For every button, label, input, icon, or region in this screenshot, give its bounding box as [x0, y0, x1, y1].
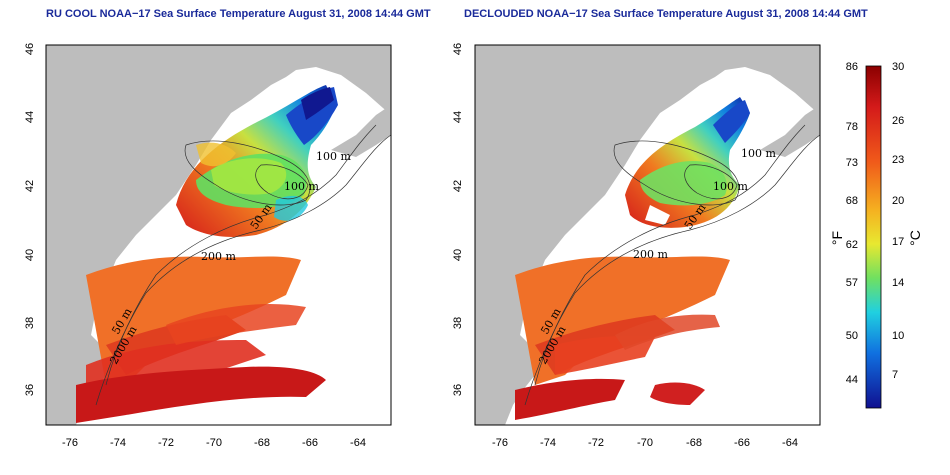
y-tick: 36 [452, 384, 464, 396]
c-tick: 10 [892, 330, 904, 342]
left-x-axis: -76 -74 -72 -70 -68 -66 -64 [62, 437, 366, 449]
c-tick: 7 [892, 369, 898, 381]
x-tick: -70 [206, 437, 222, 449]
left-map-title: RU COOL NOAA−17 Sea Surface Temperature … [46, 8, 431, 20]
contour-label-200m: 200 m [633, 248, 668, 261]
x-tick: -72 [588, 437, 604, 449]
y-tick: 42 [452, 180, 464, 192]
x-tick: -64 [350, 437, 366, 449]
celsius-label: °C [907, 230, 923, 246]
x-tick: -70 [637, 437, 653, 449]
x-tick: -72 [158, 437, 174, 449]
x-tick: -74 [110, 437, 126, 449]
x-tick: -66 [734, 437, 750, 449]
c-tick: 26 [892, 115, 904, 127]
c-tick: 23 [892, 154, 904, 166]
y-tick: 38 [452, 317, 464, 329]
colorbar-gradient [865, 65, 882, 409]
y-tick: 40 [452, 249, 464, 261]
contour-label-100m-a: 100 m [316, 150, 351, 163]
contour-label-100m-b: 100 m [284, 180, 319, 193]
c-tick: 30 [892, 61, 904, 73]
y-tick: 38 [24, 317, 36, 329]
c-tick: 14 [892, 277, 904, 289]
x-tick: -76 [62, 437, 78, 449]
y-tick: 46 [452, 43, 464, 55]
f-tick: 73 [846, 157, 858, 169]
c-tick: 20 [892, 195, 904, 207]
f-tick: 86 [846, 61, 858, 73]
f-tick: 68 [846, 195, 858, 207]
right-map-title: DECLOUDED NOAA−17 Sea Surface Temperatur… [464, 8, 868, 20]
contour-label-100m-b: 100 m [713, 180, 748, 193]
y-tick: 42 [24, 180, 36, 192]
colorbar: 86 78 73 68 62 57 50 44 30 26 23 20 17 1… [829, 61, 923, 409]
y-tick: 40 [24, 249, 36, 261]
contour-label-200m: 200 m [201, 250, 236, 263]
x-tick: -64 [782, 437, 798, 449]
fahrenheit-label: °F [829, 231, 845, 245]
right-y-axis: 36 38 40 42 44 46 [452, 43, 464, 396]
y-tick: 44 [24, 111, 36, 123]
right-x-axis: -76 -74 -72 -70 -68 -66 -64 [492, 437, 798, 449]
contour-label-100m-a: 100 m [741, 147, 776, 160]
right-map: 100 m 100 m 50 m 200 m 50 m 2000 m [474, 44, 821, 426]
f-tick: 50 [846, 330, 858, 342]
f-tick: 78 [846, 121, 858, 133]
x-tick: -68 [686, 437, 702, 449]
left-map: 100 m 100 m 50 m 200 m 50 m 2000 m [45, 44, 392, 426]
y-tick: 44 [452, 111, 464, 123]
y-tick: 36 [24, 384, 36, 396]
x-tick: -76 [492, 437, 508, 449]
fahrenheit-ticks: 86 78 73 68 62 57 50 44 [846, 61, 858, 386]
f-tick: 62 [846, 239, 858, 251]
x-tick: -66 [302, 437, 318, 449]
left-y-axis: 36 38 40 42 44 46 [24, 43, 36, 396]
celsius-ticks: 30 26 23 20 17 14 10 7 [892, 61, 904, 381]
f-tick: 44 [846, 374, 858, 386]
f-tick: 57 [846, 277, 858, 289]
c-tick: 17 [892, 236, 904, 248]
x-tick: -68 [254, 437, 270, 449]
y-tick: 46 [24, 43, 36, 55]
x-tick: -74 [540, 437, 556, 449]
